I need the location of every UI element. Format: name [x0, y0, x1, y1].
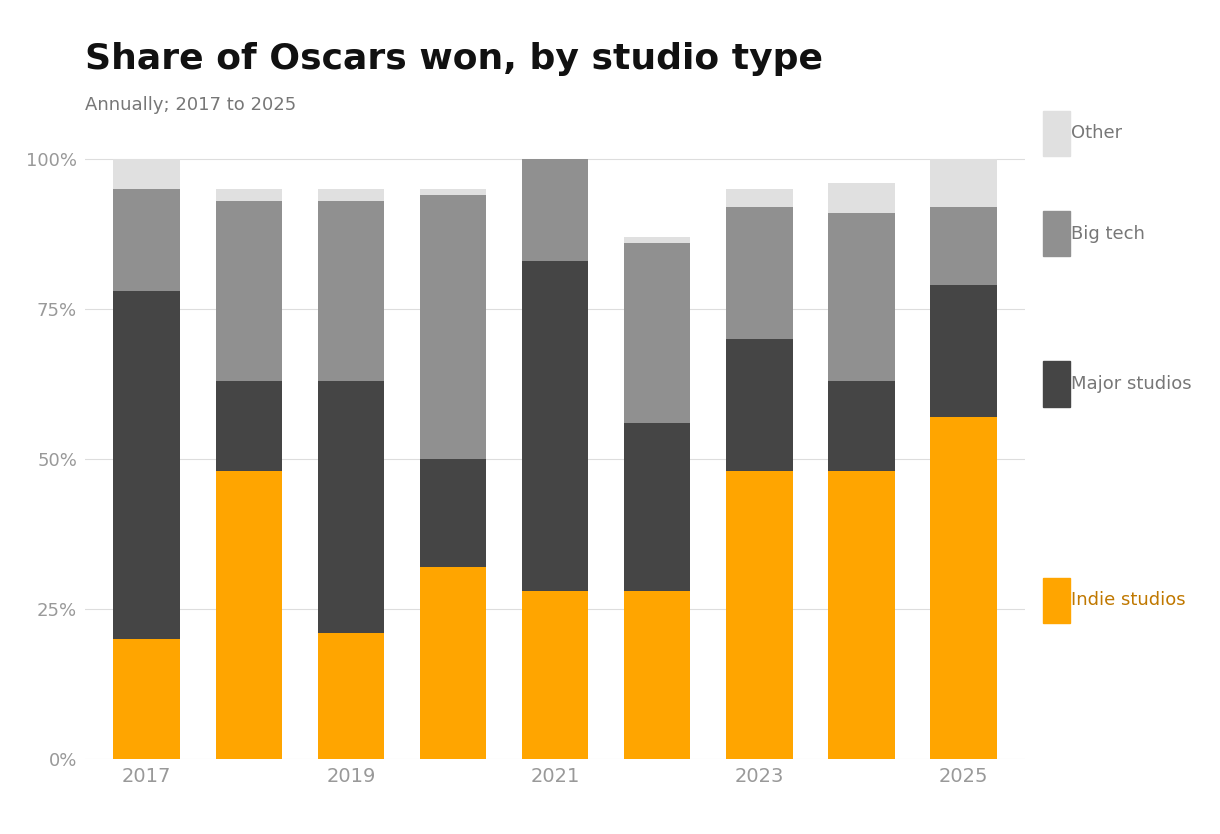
Bar [522, 591, 588, 759]
Bar [623, 243, 691, 423]
Bar [113, 291, 179, 639]
Bar [317, 201, 384, 381]
Bar [420, 195, 487, 459]
Bar [317, 633, 384, 759]
Text: Major studios: Major studios [1071, 374, 1192, 393]
Bar [113, 639, 179, 759]
Bar [726, 207, 793, 339]
Bar [828, 183, 894, 213]
Bar [931, 417, 997, 759]
Text: Big tech: Big tech [1071, 224, 1146, 243]
Bar [216, 188, 282, 201]
Bar [828, 471, 894, 759]
Bar [623, 237, 691, 243]
Bar [931, 158, 997, 207]
Text: Other: Other [1071, 124, 1122, 143]
Bar [623, 423, 691, 591]
Bar [317, 188, 384, 201]
Bar [420, 459, 487, 567]
Text: Indie studios: Indie studios [1071, 591, 1186, 610]
Bar [726, 339, 793, 471]
Bar [623, 591, 691, 759]
Bar [216, 471, 282, 759]
Bar [828, 381, 894, 471]
Text: Share of Oscars won, by studio type: Share of Oscars won, by studio type [85, 42, 824, 76]
Text: Annually; 2017 to 2025: Annually; 2017 to 2025 [85, 96, 296, 114]
Bar [216, 201, 282, 381]
Bar [420, 567, 487, 759]
Bar [522, 158, 588, 261]
Bar [216, 381, 282, 471]
Bar [420, 188, 487, 195]
Bar [317, 381, 384, 633]
Bar [828, 213, 894, 381]
Bar [522, 261, 588, 591]
Bar [726, 188, 793, 207]
Bar [726, 471, 793, 759]
Bar [113, 158, 179, 188]
Bar [931, 284, 997, 417]
Bar [113, 188, 179, 291]
Bar [931, 207, 997, 284]
